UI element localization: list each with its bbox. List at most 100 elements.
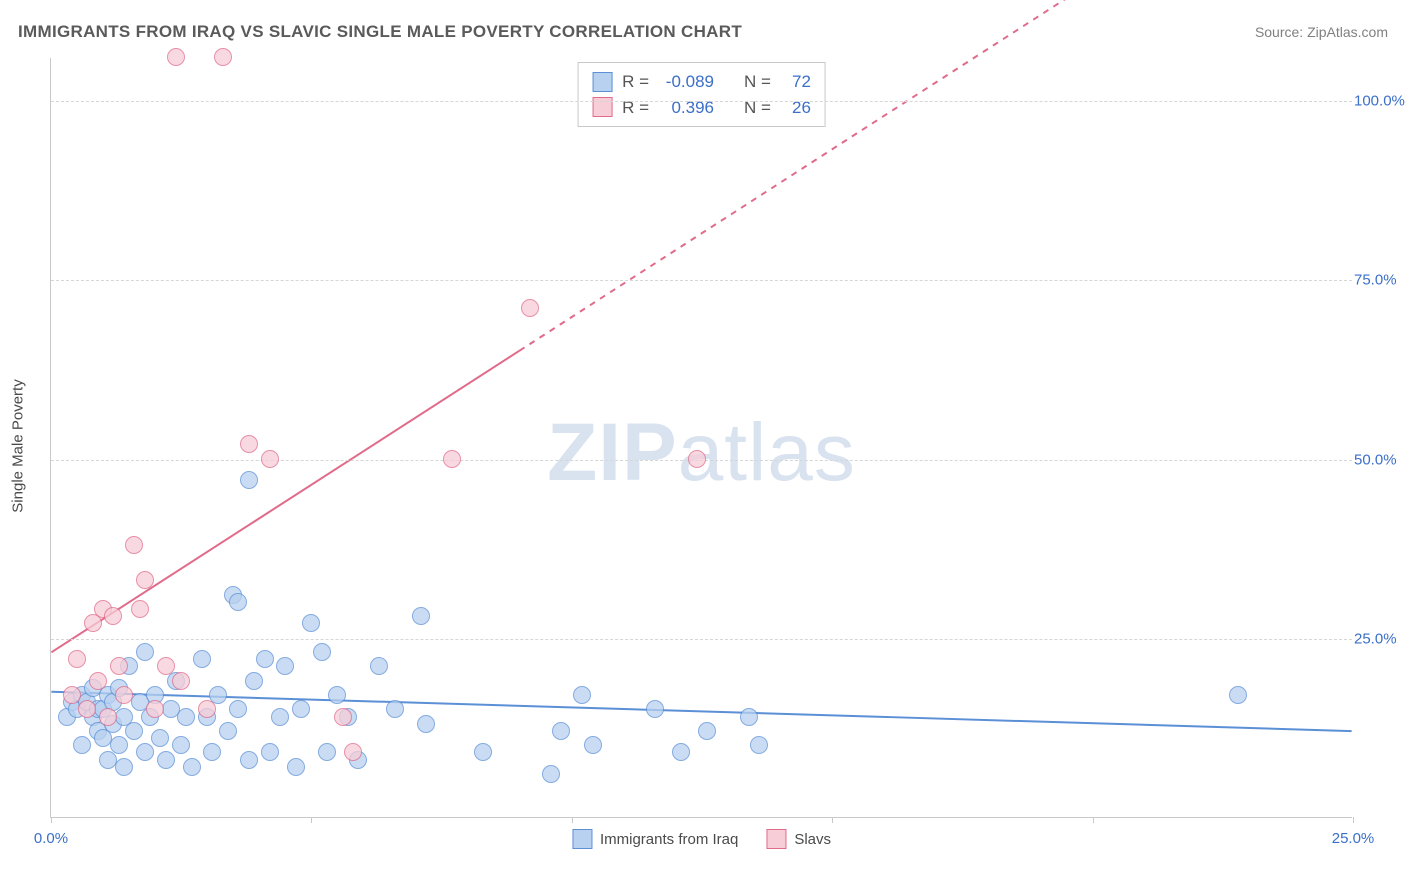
- data-point-slavs: [131, 600, 149, 618]
- data-point-iraq: [573, 686, 591, 704]
- data-point-iraq: [157, 751, 175, 769]
- data-point-slavs: [136, 571, 154, 589]
- data-point-iraq: [151, 729, 169, 747]
- y-axis-title: Single Male Poverty: [10, 379, 27, 512]
- data-point-iraq: [474, 743, 492, 761]
- stat-r-value-iraq: -0.089: [659, 69, 714, 95]
- y-tick-label: 25.0%: [1354, 630, 1404, 647]
- data-point-iraq: [240, 471, 258, 489]
- data-point-slavs: [125, 536, 143, 554]
- data-point-slavs: [172, 672, 190, 690]
- scatter-plot-area: ZIPatlas R =-0.089N =72R =0.396N =26 Imm…: [50, 58, 1352, 818]
- legend-item-iraq: Immigrants from Iraq: [572, 829, 738, 849]
- x-tick-label: 0.0%: [34, 830, 68, 847]
- data-point-iraq: [318, 743, 336, 761]
- legend-label-slavs: Slavs: [794, 831, 831, 848]
- source-attribution: Source: ZipAtlas.com: [1255, 24, 1388, 40]
- legend-label-iraq: Immigrants from Iraq: [600, 831, 738, 848]
- data-point-iraq: [552, 722, 570, 740]
- data-point-iraq: [276, 657, 294, 675]
- data-point-slavs: [99, 708, 117, 726]
- data-point-iraq: [172, 736, 190, 754]
- data-point-slavs: [521, 299, 539, 317]
- data-point-iraq: [136, 743, 154, 761]
- data-point-iraq: [73, 736, 91, 754]
- stat-r-label: R =: [622, 95, 649, 121]
- data-point-iraq: [125, 722, 143, 740]
- data-point-iraq: [698, 722, 716, 740]
- data-point-slavs: [63, 686, 81, 704]
- data-point-iraq: [542, 765, 560, 783]
- data-point-slavs: [240, 435, 258, 453]
- data-point-iraq: [229, 700, 247, 718]
- data-point-iraq: [177, 708, 195, 726]
- data-point-iraq: [740, 708, 758, 726]
- data-point-iraq: [219, 722, 237, 740]
- swatch-iraq-bottom: [572, 829, 592, 849]
- data-point-slavs: [198, 700, 216, 718]
- legend-item-slavs: Slavs: [766, 829, 831, 849]
- gridline: [51, 639, 1352, 640]
- y-tick-label: 50.0%: [1354, 451, 1404, 468]
- stat-n-label: N =: [744, 69, 771, 95]
- data-point-iraq: [584, 736, 602, 754]
- x-tick: [832, 817, 833, 823]
- stat-n-value-iraq: 72: [781, 69, 811, 95]
- data-point-iraq: [646, 700, 664, 718]
- data-point-slavs: [443, 450, 461, 468]
- legend-stats-box: R =-0.089N =72R =0.396N =26: [577, 62, 826, 127]
- data-point-slavs: [261, 450, 279, 468]
- legend-stats-row-slavs: R =0.396N =26: [592, 95, 811, 121]
- data-point-iraq: [302, 614, 320, 632]
- data-point-iraq: [292, 700, 310, 718]
- data-point-iraq: [750, 736, 768, 754]
- gridline: [51, 280, 1352, 281]
- data-point-iraq: [256, 650, 274, 668]
- data-point-slavs: [167, 48, 185, 66]
- data-point-slavs: [89, 672, 107, 690]
- data-point-iraq: [287, 758, 305, 776]
- x-tick: [572, 817, 573, 823]
- data-point-iraq: [370, 657, 388, 675]
- x-tick-label: 25.0%: [1332, 830, 1375, 847]
- data-point-iraq: [271, 708, 289, 726]
- data-point-slavs: [688, 450, 706, 468]
- legend-stats-row-iraq: R = -0.089 N = 72: [592, 69, 811, 95]
- data-point-iraq: [183, 758, 201, 776]
- data-point-slavs: [104, 607, 122, 625]
- data-point-slavs: [344, 743, 362, 761]
- stat-r-label: R =: [622, 69, 649, 95]
- data-point-slavs: [78, 700, 96, 718]
- data-point-slavs: [214, 48, 232, 66]
- data-point-iraq: [417, 715, 435, 733]
- legend-bottom: Immigrants from Iraq Slavs: [572, 829, 831, 849]
- x-tick: [1353, 817, 1354, 823]
- data-point-iraq: [313, 643, 331, 661]
- data-point-slavs: [110, 657, 128, 675]
- data-point-iraq: [386, 700, 404, 718]
- data-point-slavs: [157, 657, 175, 675]
- chart-title: IMMIGRANTS FROM IRAQ VS SLAVIC SINGLE MA…: [18, 22, 742, 42]
- y-tick-label: 100.0%: [1354, 93, 1404, 110]
- swatch-iraq: [592, 72, 612, 92]
- stat-r-value-slavs: 0.396: [659, 95, 714, 121]
- data-point-iraq: [193, 650, 211, 668]
- x-tick: [1093, 817, 1094, 823]
- trend-line-slavs-dashed: [519, 0, 1351, 351]
- data-point-iraq: [1229, 686, 1247, 704]
- data-point-slavs: [334, 708, 352, 726]
- x-tick: [311, 817, 312, 823]
- data-point-iraq: [110, 736, 128, 754]
- gridline: [51, 101, 1352, 102]
- data-point-slavs: [68, 650, 86, 668]
- data-point-slavs: [146, 700, 164, 718]
- stat-n-label: N =: [744, 95, 771, 121]
- data-point-iraq: [672, 743, 690, 761]
- data-point-iraq: [229, 593, 247, 611]
- data-point-iraq: [136, 643, 154, 661]
- data-point-iraq: [240, 751, 258, 769]
- trend-line-slavs: [51, 351, 519, 653]
- data-point-slavs: [115, 686, 133, 704]
- data-point-iraq: [203, 743, 221, 761]
- data-point-iraq: [412, 607, 430, 625]
